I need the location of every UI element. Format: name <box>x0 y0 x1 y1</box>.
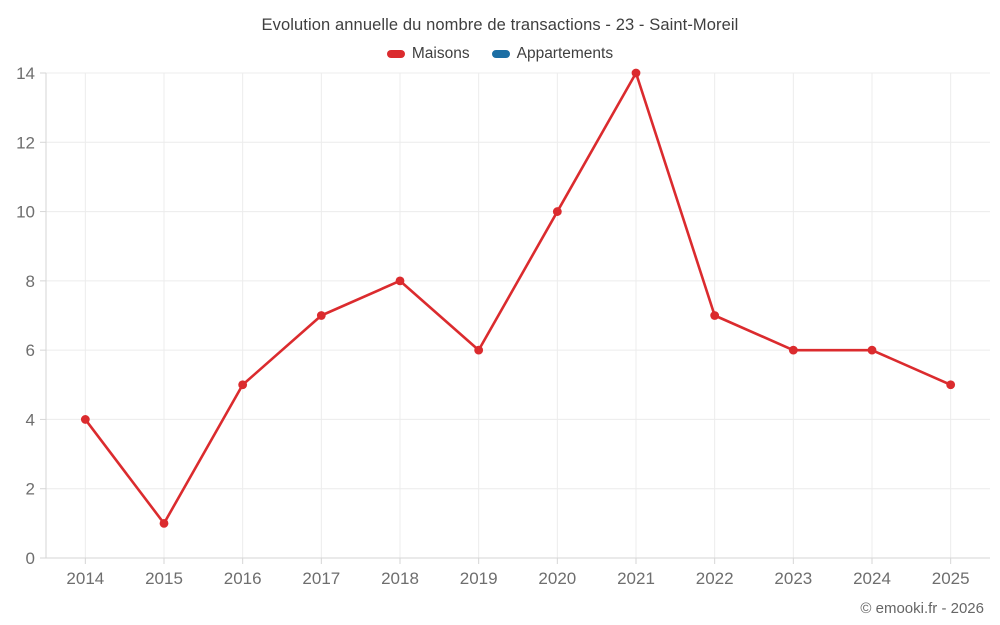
y-tick-label: 14 <box>16 64 35 83</box>
copyright-text: © emooki.fr - 2026 <box>860 600 984 617</box>
chart-title: Evolution annuelle du nombre de transact… <box>261 16 739 34</box>
x-tick-label: 2021 <box>617 569 655 588</box>
legend-item-appartements[interactable]: Appartements <box>491 45 614 63</box>
x-tick-label: 2016 <box>224 569 262 588</box>
x-tick-label: 2025 <box>932 569 970 588</box>
data-point[interactable] <box>395 276 405 286</box>
x-tick-label: 2024 <box>853 569 891 588</box>
legend-label-maisons: Maisons <box>411 45 470 62</box>
data-point[interactable] <box>788 345 798 355</box>
data-point[interactable] <box>710 311 720 320</box>
y-tick-label: 12 <box>16 133 35 152</box>
legend-swatch-appartements-icon <box>491 50 510 58</box>
series-line-maisons <box>84 71 952 525</box>
legend-swatch-maisons-icon <box>386 50 405 58</box>
data-point[interactable] <box>238 380 248 390</box>
x-tick-label: 2015 <box>145 569 183 588</box>
data-point[interactable] <box>552 207 562 216</box>
legend-label-appartements: Appartements <box>516 45 614 62</box>
x-tick-label: 2018 <box>381 569 419 588</box>
y-tick-label: 4 <box>26 410 35 429</box>
data-point[interactable] <box>631 68 641 78</box>
data-point[interactable] <box>80 415 90 424</box>
x-tick-label: 2020 <box>538 569 576 588</box>
data-point[interactable] <box>867 345 877 355</box>
data-point[interactable] <box>946 380 956 390</box>
y-tick-label: 0 <box>26 549 35 568</box>
chart-legend: Maisons Appartements <box>0 45 1000 63</box>
x-tick-label: 2019 <box>460 569 498 588</box>
legend-item-maisons[interactable]: Maisons <box>386 45 470 63</box>
data-point[interactable] <box>316 311 326 320</box>
x-tick-label: 2022 <box>696 569 734 588</box>
x-tick-label: 2017 <box>302 569 340 588</box>
y-tick-label: 8 <box>26 272 35 291</box>
y-tick-label: 6 <box>26 341 35 360</box>
x-tick-label: 2014 <box>66 569 104 588</box>
x-tick-label: 2023 <box>774 569 812 588</box>
data-point[interactable] <box>159 518 169 528</box>
data-point[interactable] <box>474 345 484 355</box>
y-tick-label: 2 <box>26 480 35 499</box>
y-tick-label: 10 <box>16 203 35 222</box>
